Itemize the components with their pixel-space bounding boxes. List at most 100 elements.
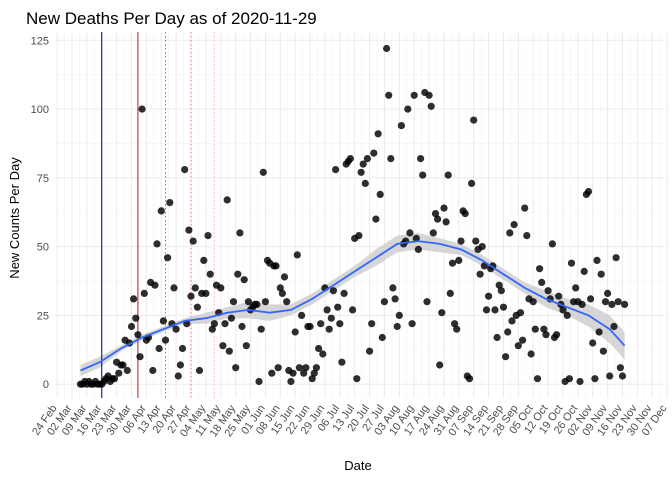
- data-point: [178, 344, 187, 353]
- y-tick-label: 75: [37, 173, 49, 185]
- data-point: [516, 309, 525, 317]
- data-point: [425, 91, 433, 99]
- data-point: [584, 188, 593, 196]
- data-point: [268, 369, 276, 377]
- data-point: [493, 333, 501, 342]
- data-point: [134, 331, 142, 339]
- data-point: [119, 361, 127, 369]
- data-point: [610, 322, 618, 331]
- data-point: [172, 325, 180, 333]
- data-point: [495, 281, 503, 289]
- data-point: [319, 350, 327, 358]
- data-point: [370, 149, 378, 157]
- data-point: [451, 320, 459, 328]
- data-point: [404, 105, 412, 113]
- data-point: [174, 372, 182, 380]
- data-point: [232, 364, 240, 372]
- data-point: [414, 245, 422, 253]
- data-point: [280, 273, 289, 281]
- data-point: [161, 336, 170, 344]
- data-point: [278, 289, 286, 297]
- data-point: [276, 284, 284, 292]
- data-point: [548, 240, 557, 248]
- data-point: [187, 292, 195, 300]
- data-point: [478, 243, 486, 251]
- data-point: [244, 298, 252, 306]
- data-point: [597, 270, 605, 278]
- data-point: [438, 309, 446, 317]
- data-point: [429, 229, 437, 237]
- data-point: [110, 375, 119, 383]
- data-point: [383, 44, 391, 53]
- y-tick-label: 0: [43, 379, 49, 391]
- data-point: [499, 303, 508, 311]
- data-point: [480, 262, 488, 270]
- data-point: [376, 190, 384, 198]
- data-point: [419, 171, 427, 179]
- data-point: [302, 364, 310, 372]
- data-point: [238, 322, 246, 331]
- y-tick-label: 25: [37, 310, 49, 322]
- data-point: [502, 353, 510, 361]
- data-point: [255, 377, 263, 386]
- data-point: [608, 300, 616, 308]
- data-point: [368, 320, 376, 328]
- data-point: [595, 328, 603, 336]
- data-point: [587, 295, 595, 303]
- data-point: [115, 369, 123, 377]
- data-point: [601, 298, 610, 306]
- data-point: [155, 344, 163, 353]
- data-point: [176, 361, 184, 369]
- data-point: [523, 232, 531, 240]
- data-point: [138, 105, 146, 113]
- data-point: [565, 375, 574, 383]
- data-point: [434, 215, 442, 223]
- data-point: [240, 276, 248, 284]
- confidence-band: [80, 232, 625, 376]
- data-point: [259, 168, 267, 176]
- data-point: [225, 347, 233, 355]
- data-point: [340, 289, 348, 297]
- data-point: [442, 218, 450, 226]
- y-tick-label: 125: [31, 35, 49, 47]
- data-point: [606, 372, 614, 380]
- y-axis-label: New Counts Per Day: [7, 157, 22, 279]
- data-point: [476, 270, 484, 278]
- data-point: [257, 325, 265, 333]
- data-point: [166, 199, 174, 207]
- data-point: [195, 366, 204, 375]
- data-point: [349, 306, 357, 314]
- data-point: [536, 265, 544, 273]
- data-point: [472, 237, 480, 245]
- data-point: [436, 361, 444, 369]
- data-point: [540, 325, 548, 333]
- data-point: [529, 298, 537, 306]
- data-point: [567, 259, 576, 267]
- data-point: [204, 232, 212, 240]
- data-point: [470, 116, 478, 124]
- data-point: [504, 328, 512, 336]
- data-point: [183, 320, 191, 328]
- data-point: [293, 251, 301, 259]
- data-point: [315, 344, 323, 353]
- chart-title: New Deaths Per Day as of 2020-11-29: [26, 9, 317, 28]
- data-points: [76, 44, 629, 388]
- data-point: [482, 306, 491, 314]
- data-point: [542, 331, 550, 339]
- data-point: [149, 366, 157, 375]
- data-point: [461, 210, 469, 218]
- data-point: [236, 229, 244, 237]
- data-point: [455, 256, 463, 264]
- data-point: [227, 314, 235, 322]
- data-point: [346, 155, 354, 163]
- data-point: [287, 377, 295, 386]
- data-point: [589, 339, 597, 347]
- data-point: [159, 317, 167, 325]
- data-point: [366, 347, 374, 355]
- data-point: [357, 168, 365, 176]
- data-point: [427, 102, 435, 110]
- data-point: [593, 256, 601, 264]
- data-point: [310, 369, 318, 377]
